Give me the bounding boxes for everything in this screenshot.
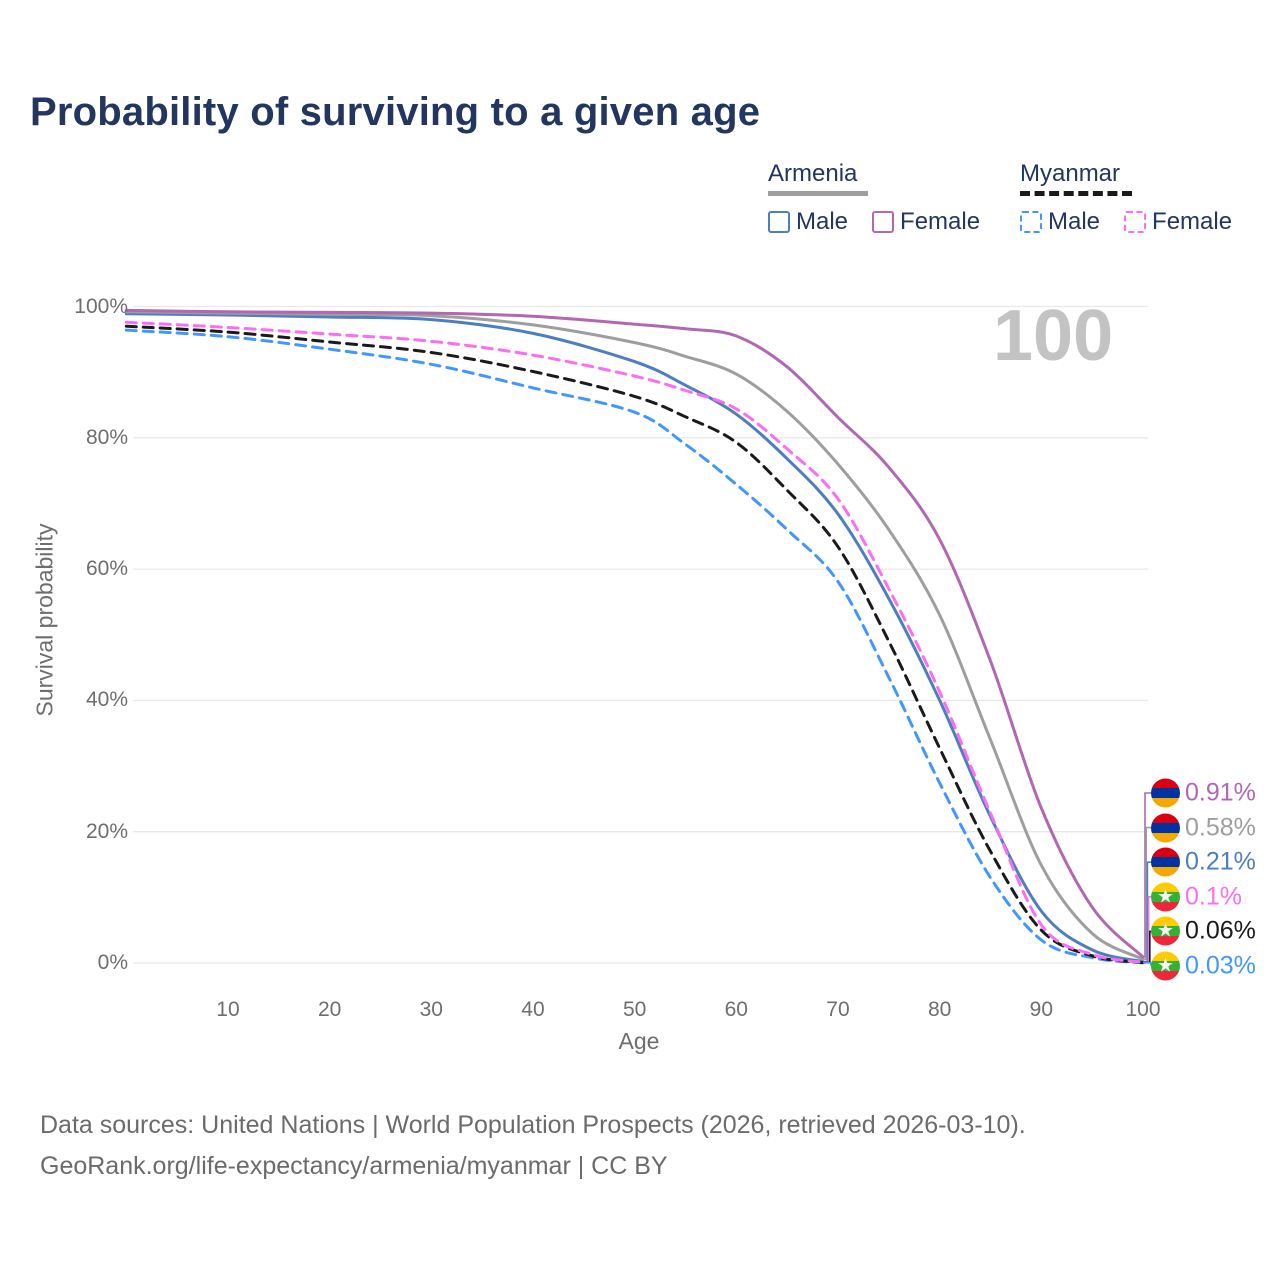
- footer-attribution: GeoRank.org/life-expectancy/armenia/myan…: [40, 1151, 668, 1180]
- star-icon: ★: [1156, 886, 1175, 908]
- series-line-myanmar_all[interactable]: [124, 324, 1145, 965]
- end-label-armenia_female: 0.91%: [1151, 778, 1256, 808]
- series-line-armenia_female[interactable]: [124, 308, 1145, 959]
- end-label-connector-armenia_all: [1143, 826, 1151, 960]
- armenia-male-swatch: [768, 211, 790, 233]
- x-tick-40: 40: [521, 998, 545, 1021]
- end-value-myanmar_all: 0.06%: [1185, 916, 1256, 945]
- y-tick-100%: 100%: [74, 294, 128, 318]
- end-value-myanmar_female: 0.1%: [1185, 882, 1242, 911]
- star-icon: ★: [1156, 920, 1175, 942]
- star-icon: ★: [1156, 955, 1175, 977]
- end-label-myanmar_male: ★ 0.03%: [1151, 951, 1256, 981]
- x-axis-title: Age: [618, 1028, 660, 1054]
- myanmar-female-swatch: [1124, 211, 1147, 233]
- end-value-armenia_male: 0.21%: [1185, 847, 1256, 876]
- x-tick-30: 30: [419, 998, 443, 1021]
- myanmar-flag-icon: ★: [1151, 951, 1180, 981]
- legend-group-myanmar: Myanmar Male Female: [1020, 160, 1248, 236]
- legend-myanmar-label[interactable]: Myanmar: [1020, 160, 1121, 187]
- myanmar-flag-icon: ★: [1151, 882, 1180, 912]
- footer: Data sources: United Nations | World Pop…: [40, 1105, 1026, 1186]
- legend-group-armenia: Armenia Male Female: [768, 160, 996, 236]
- armenia-female-swatch: [872, 211, 895, 233]
- end-label-connector-armenia_female: [1143, 792, 1151, 958]
- footer-sources: Data sources: United Nations | World Pop…: [40, 1111, 1026, 1139]
- legend-myanmar-line-swatch: [1020, 191, 1132, 196]
- x-tick-50: 50: [622, 998, 647, 1021]
- end-label-connector-myanmar_male: [1143, 962, 1152, 966]
- x-tick-90: 90: [1029, 998, 1054, 1021]
- x-tick-70: 70: [826, 998, 850, 1021]
- x-tick-10: 10: [216, 998, 240, 1021]
- myanmar-flag-icon: ★: [1151, 916, 1180, 946]
- y-tick-40%: 40%: [85, 688, 128, 712]
- legend-item-myanmar-female[interactable]: Female: [1124, 208, 1232, 236]
- armenia-flag-icon: [1151, 813, 1180, 843]
- end-value-armenia_female: 0.91%: [1185, 778, 1256, 807]
- x-tick-80: 80: [927, 998, 952, 1021]
- y-tick-60%: 60%: [85, 557, 128, 581]
- series-line-myanmar_male[interactable]: [124, 328, 1145, 965]
- end-label-armenia_all: 0.58%: [1151, 813, 1256, 843]
- y-tick-80%: 80%: [85, 425, 128, 449]
- y-tick-0%: 0%: [97, 951, 128, 974]
- x-tick-20: 20: [317, 998, 342, 1021]
- end-value-myanmar_male: 0.03%: [1185, 951, 1256, 980]
- y-axis-title: Survival probability: [31, 523, 58, 717]
- armenia-flag-icon: [1151, 778, 1180, 808]
- legend-armenia-label[interactable]: Armenia: [768, 160, 858, 187]
- series-line-armenia_all[interactable]: [124, 310, 1145, 961]
- series-line-myanmar_female[interactable]: [124, 320, 1145, 964]
- legend-item-armenia-male[interactable]: Male: [768, 208, 848, 236]
- x-tick-100: 100: [1125, 998, 1161, 1021]
- armenia-flag-icon: [1151, 847, 1180, 877]
- end-label-myanmar_female: ★ 0.1%: [1151, 882, 1242, 912]
- legend-item-armenia-female[interactable]: Female: [872, 208, 980, 236]
- end-label-armenia_male: 0.21%: [1151, 847, 1256, 877]
- end-label-myanmar_all: ★ 0.06%: [1151, 916, 1256, 946]
- legend-armenia-line-swatch: [768, 191, 868, 196]
- hover-age-watermark: 100: [993, 296, 1114, 376]
- legend-item-myanmar-male[interactable]: Male: [1020, 208, 1100, 236]
- page-title: Probability of surviving to a given age: [30, 90, 761, 134]
- y-tick-20%: 20%: [85, 819, 128, 843]
- myanmar-male-swatch: [1020, 211, 1042, 233]
- end-value-armenia_all: 0.58%: [1185, 813, 1256, 842]
- x-tick-60: 60: [724, 998, 748, 1021]
